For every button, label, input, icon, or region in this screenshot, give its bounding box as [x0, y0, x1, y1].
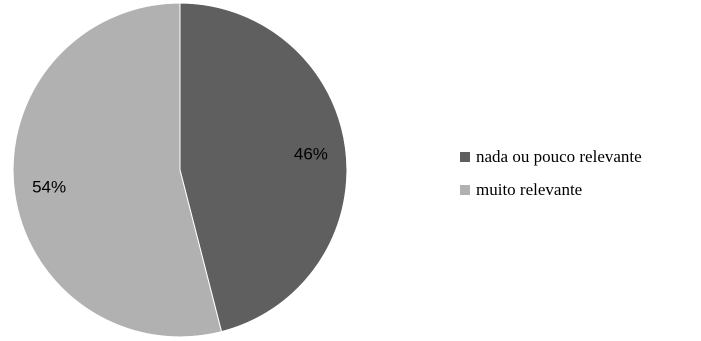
- legend-swatch-light: [460, 185, 470, 195]
- legend-swatch-dark: [460, 152, 470, 162]
- legend-item-nada-ou-pouco-relevante: nada ou pouco relevante: [460, 147, 642, 167]
- slice-label-muito-relevante: 54%: [32, 178, 66, 197]
- pie-outline: [12, 2, 348, 338]
- legend-label: muito relevante: [476, 180, 583, 199]
- slice-label-nada-ou-pouco-relevante: 46%: [294, 144, 328, 163]
- pie-slices: [12, 2, 348, 338]
- legend-label: nada ou pouco relevante: [476, 147, 642, 166]
- chart-legend: nada ou pouco relevante muito relevante: [460, 147, 642, 213]
- legend-item-muito-relevante: muito relevante: [460, 180, 642, 200]
